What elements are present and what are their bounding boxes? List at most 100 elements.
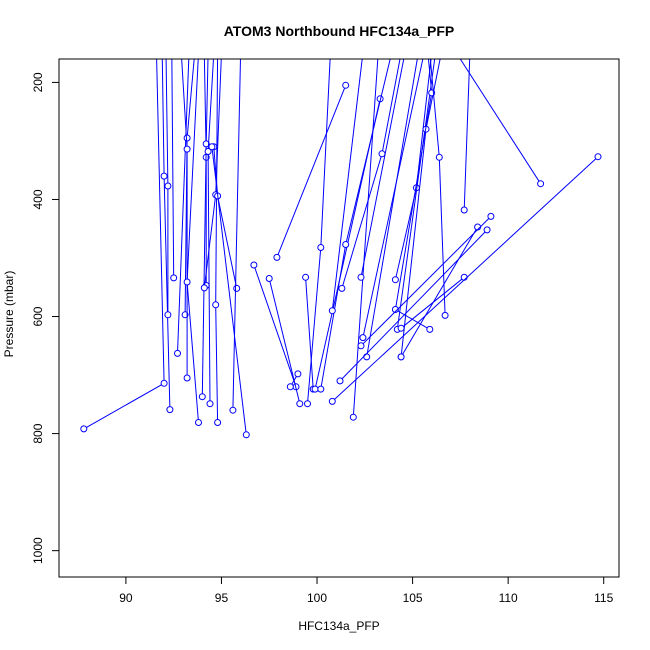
- series-line-4: [177, 59, 190, 354]
- plot-frame: [58, 58, 620, 578]
- series-line-18: [276, 85, 347, 258]
- data-point: [342, 81, 350, 89]
- data-point: [80, 425, 88, 433]
- y-tick-label: 400: [31, 189, 45, 209]
- data-point: [349, 413, 357, 421]
- data-point: [183, 278, 191, 286]
- data-point: [195, 419, 202, 426]
- data-point: [273, 253, 281, 261]
- series-line-20: [305, 277, 314, 390]
- data-point: [183, 134, 191, 142]
- data-point: [212, 301, 220, 309]
- data-point: [286, 383, 294, 391]
- data-point: [397, 353, 405, 361]
- x-axis: 90 95 100 105 110 115: [119, 576, 614, 605]
- data-point: [359, 334, 367, 342]
- series-line-16: [253, 264, 297, 387]
- x-tick-label: 90: [119, 591, 133, 605]
- data-point: [202, 140, 210, 148]
- data-point: [204, 148, 212, 155]
- data-point: [229, 406, 237, 414]
- data-point: [317, 385, 325, 393]
- series-line-7: [186, 59, 199, 423]
- data-point: [164, 182, 172, 190]
- series-line-11: [215, 59, 219, 423]
- data-point: [338, 284, 346, 292]
- y-axis: 200 400 600 800 1000: [31, 72, 60, 564]
- series-line-31: [396, 59, 436, 330]
- data-point: [183, 145, 191, 153]
- series-line-28: [366, 59, 418, 357]
- data-point: [441, 311, 449, 319]
- data-point: [183, 374, 191, 382]
- data-point: [483, 226, 491, 234]
- data-point: [357, 342, 365, 350]
- series-line-3: [171, 59, 175, 278]
- y-tick-label: 800: [31, 423, 45, 443]
- x-axis-label: HFC134a_PFP: [298, 619, 379, 633]
- data-point: [317, 244, 325, 251]
- x-tick-label: 110: [499, 591, 518, 605]
- data-point: [328, 397, 336, 405]
- series-line-5: [184, 59, 195, 315]
- data-point: [160, 379, 168, 387]
- data-point: [296, 400, 304, 408]
- data-point: [391, 306, 399, 313]
- data-point: [242, 431, 250, 439]
- data-point: [233, 284, 241, 292]
- data-point: [391, 276, 399, 284]
- data-point: [206, 400, 214, 408]
- data-point: [357, 273, 365, 281]
- data-point: [170, 274, 178, 282]
- x-tick-label: 105: [403, 591, 423, 605]
- data-point: [328, 307, 336, 315]
- data-point: [435, 153, 443, 161]
- series-line-41: [331, 156, 599, 402]
- x-tick-label: 115: [594, 591, 613, 605]
- data-point: [342, 241, 350, 248]
- data-point: [164, 311, 172, 319]
- series-line-33: [394, 59, 433, 330]
- data-point: [378, 150, 386, 158]
- series-line-24: [331, 59, 363, 311]
- data-point: [294, 370, 302, 378]
- data-point: [311, 385, 319, 393]
- data-point: [302, 273, 310, 281]
- x-tick-label: 95: [215, 591, 229, 605]
- series-line-0: [83, 59, 165, 430]
- data-point: [426, 325, 434, 333]
- data-point: [174, 349, 181, 357]
- x-tick-label: 100: [307, 591, 327, 605]
- data-point: [487, 212, 495, 220]
- data-point: [250, 261, 258, 269]
- series-line-15: [211, 146, 247, 435]
- y-tick-label: 200: [31, 72, 45, 92]
- series-line-17: [268, 278, 301, 404]
- data-point: [304, 400, 311, 408]
- y-tick-label: 600: [31, 306, 45, 326]
- data-point: [594, 153, 602, 161]
- data-point: [214, 419, 222, 426]
- series-line-10: [207, 59, 214, 404]
- data-point: [397, 324, 405, 332]
- series-line-25: [341, 59, 401, 289]
- data-point: [537, 180, 545, 188]
- data-point: [198, 393, 206, 401]
- series-line-39: [360, 216, 492, 347]
- plot-area: [80, 59, 602, 439]
- series-line-38: [339, 229, 488, 382]
- series-line-36: [463, 59, 471, 211]
- data-point: [265, 275, 273, 282]
- series-line-14: [232, 59, 241, 411]
- series-line-27: [360, 59, 405, 278]
- data-point: [200, 284, 208, 292]
- y-axis-label: Pressure (mbar): [2, 271, 16, 358]
- data-point: [460, 206, 468, 214]
- data-point: [363, 353, 371, 361]
- series-line-26: [352, 59, 379, 418]
- series-line-40: [459, 59, 542, 184]
- data-point: [160, 172, 168, 180]
- chart-title: ATOM3 Northbound HFC134a_PFP: [224, 23, 455, 39]
- data-point: [166, 406, 174, 414]
